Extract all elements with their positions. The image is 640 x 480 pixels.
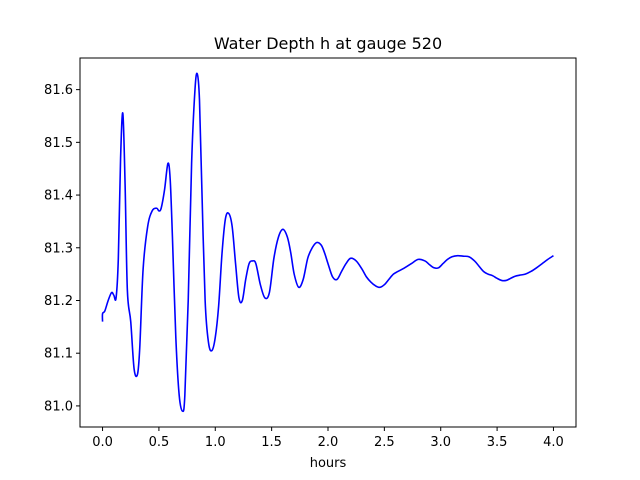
y-tick-label: 81.2 bbox=[44, 294, 73, 309]
y-tick-label: 81.1 bbox=[44, 347, 73, 362]
y-tick-label: 81.3 bbox=[44, 241, 73, 256]
x-tick-label: 1.0 bbox=[205, 435, 226, 450]
x-tick-label: 1.5 bbox=[261, 435, 282, 450]
y-tick-label: 81.6 bbox=[44, 83, 73, 98]
x-tick-label: 4.0 bbox=[543, 435, 564, 450]
x-tick-label: 0.0 bbox=[92, 435, 113, 450]
x-axis-label: hours bbox=[310, 456, 347, 471]
chart-title: Water Depth h at gauge 520 bbox=[214, 34, 442, 53]
x-tick-label: 2.0 bbox=[318, 435, 339, 450]
y-tick-label: 81.4 bbox=[44, 189, 73, 204]
y-tick-label: 81.5 bbox=[44, 136, 73, 151]
axes-frame bbox=[79, 57, 577, 428]
plot-area bbox=[101, 72, 554, 413]
x-tick-label: 3.0 bbox=[430, 435, 451, 450]
y-tick-label: 81.0 bbox=[44, 399, 73, 414]
x-axis: 0.0 0.5 1.0 1.5 2.0 2.5 3.0 3.5 4.0 bbox=[92, 427, 564, 450]
x-tick-label: 0.5 bbox=[149, 435, 170, 450]
y-axis: 81.0 81.1 81.2 81.3 81.4 81.5 81.6 bbox=[44, 83, 80, 414]
x-tick-label: 3.5 bbox=[487, 435, 508, 450]
x-tick-label: 2.5 bbox=[374, 435, 395, 450]
series-line bbox=[101, 72, 554, 413]
